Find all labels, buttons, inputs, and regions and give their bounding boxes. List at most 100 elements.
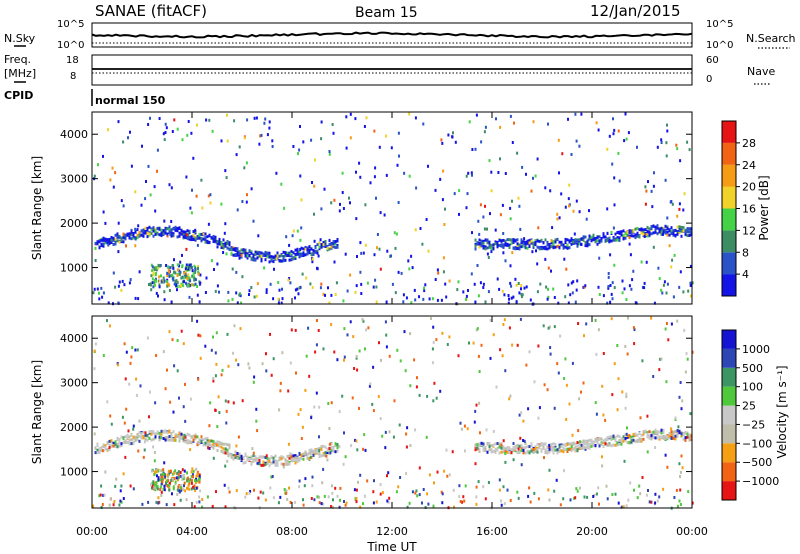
echo-cell <box>332 245 335 249</box>
echo-cell <box>532 176 534 180</box>
echo-cell <box>187 273 190 277</box>
echo-cell <box>586 239 589 243</box>
echo-cell <box>161 475 164 479</box>
echo-cell <box>546 240 549 244</box>
echo-cell <box>475 113 478 117</box>
echo-cell <box>180 232 183 236</box>
echo-cell <box>664 453 667 457</box>
echo-cell <box>174 433 177 437</box>
echo-cell <box>622 234 625 238</box>
echo-cell <box>108 448 111 452</box>
echo-cell <box>507 294 510 297</box>
echo-cell <box>579 440 581 444</box>
echo-cell <box>138 431 141 434</box>
echo-cell <box>466 192 469 196</box>
echo-cell <box>194 235 197 239</box>
echo-cell <box>689 281 692 285</box>
echo-cell <box>210 236 213 240</box>
echo-cell <box>680 229 683 233</box>
echo-cell <box>96 451 99 455</box>
echo-cell <box>670 432 673 436</box>
echo-cell <box>194 437 197 441</box>
echo-cell <box>372 490 375 494</box>
echo-cell <box>518 291 521 295</box>
echo-cell <box>192 434 195 438</box>
echo-cell <box>170 432 173 436</box>
echo-cell <box>627 131 630 135</box>
echo-cell <box>191 269 194 273</box>
echo-cell <box>120 238 123 242</box>
echo-cell <box>153 486 156 490</box>
echo-cell <box>565 417 568 421</box>
echo-cell <box>503 502 506 506</box>
echo-cell <box>117 301 120 305</box>
echo-cell <box>566 447 569 451</box>
echo-cell <box>576 444 579 448</box>
echo-cell <box>436 298 439 302</box>
echo-cell <box>338 209 341 213</box>
echo-cell <box>110 236 113 239</box>
echo-cell <box>188 433 191 437</box>
echo-cell <box>360 282 363 286</box>
echo-cell <box>609 300 612 304</box>
echo-cell <box>514 239 517 243</box>
echo-cell <box>474 462 477 466</box>
echo-cell <box>594 240 597 244</box>
echo-cell <box>167 282 170 286</box>
echo-cell <box>316 249 319 253</box>
echo-cell <box>303 484 306 488</box>
echo-cell <box>165 482 168 486</box>
echo-cell <box>474 242 477 246</box>
echo-cell <box>688 435 691 439</box>
echo-cell <box>192 473 194 477</box>
echo-cell <box>568 447 571 451</box>
echo-cell <box>328 243 331 246</box>
echo-cell <box>250 457 253 461</box>
echo-cell <box>244 452 247 456</box>
echo-cell <box>675 488 678 492</box>
echo-cell <box>508 326 511 330</box>
echo-cell <box>522 446 525 450</box>
echo-cell <box>508 451 511 455</box>
echo-cell <box>157 496 160 500</box>
echo-cell <box>441 198 444 202</box>
echo-cell <box>684 232 687 236</box>
echo-cell <box>198 232 201 236</box>
echo-cell <box>122 437 125 441</box>
echo-cell <box>107 301 110 305</box>
echo-cell <box>333 198 336 202</box>
echo-cell <box>516 247 519 250</box>
echo-cell <box>334 242 337 246</box>
echo-cell <box>188 229 191 233</box>
echo-cell <box>155 481 158 485</box>
echo-cell <box>670 226 673 230</box>
echo-cell <box>302 503 305 507</box>
echo-cell <box>332 131 335 135</box>
echo-cell <box>514 277 517 281</box>
echo-cell <box>160 482 163 486</box>
echo-cell <box>97 163 99 167</box>
echo-cell <box>414 428 417 432</box>
echo-cell <box>588 438 591 442</box>
echo-cell <box>221 368 224 372</box>
echo-cell <box>192 156 195 160</box>
echo-cell <box>260 254 263 258</box>
echo-cell <box>656 226 659 230</box>
echo-cell <box>663 280 666 284</box>
echo-cell <box>673 253 676 257</box>
echo-cell <box>411 266 414 270</box>
echo-cell <box>177 485 180 489</box>
echo-cell <box>394 246 397 250</box>
echo-cell <box>648 233 651 236</box>
echo-cell <box>550 245 553 249</box>
echo-cell <box>640 228 643 231</box>
echo-cell <box>506 450 509 454</box>
echo-cell <box>258 458 261 462</box>
echo-cell <box>262 253 265 257</box>
echo-cell <box>556 244 559 248</box>
echo-cell <box>391 282 394 286</box>
echo-cell <box>314 158 316 162</box>
echo-cell <box>526 241 529 245</box>
echo-cell <box>516 238 519 242</box>
echo-cell <box>176 281 179 285</box>
